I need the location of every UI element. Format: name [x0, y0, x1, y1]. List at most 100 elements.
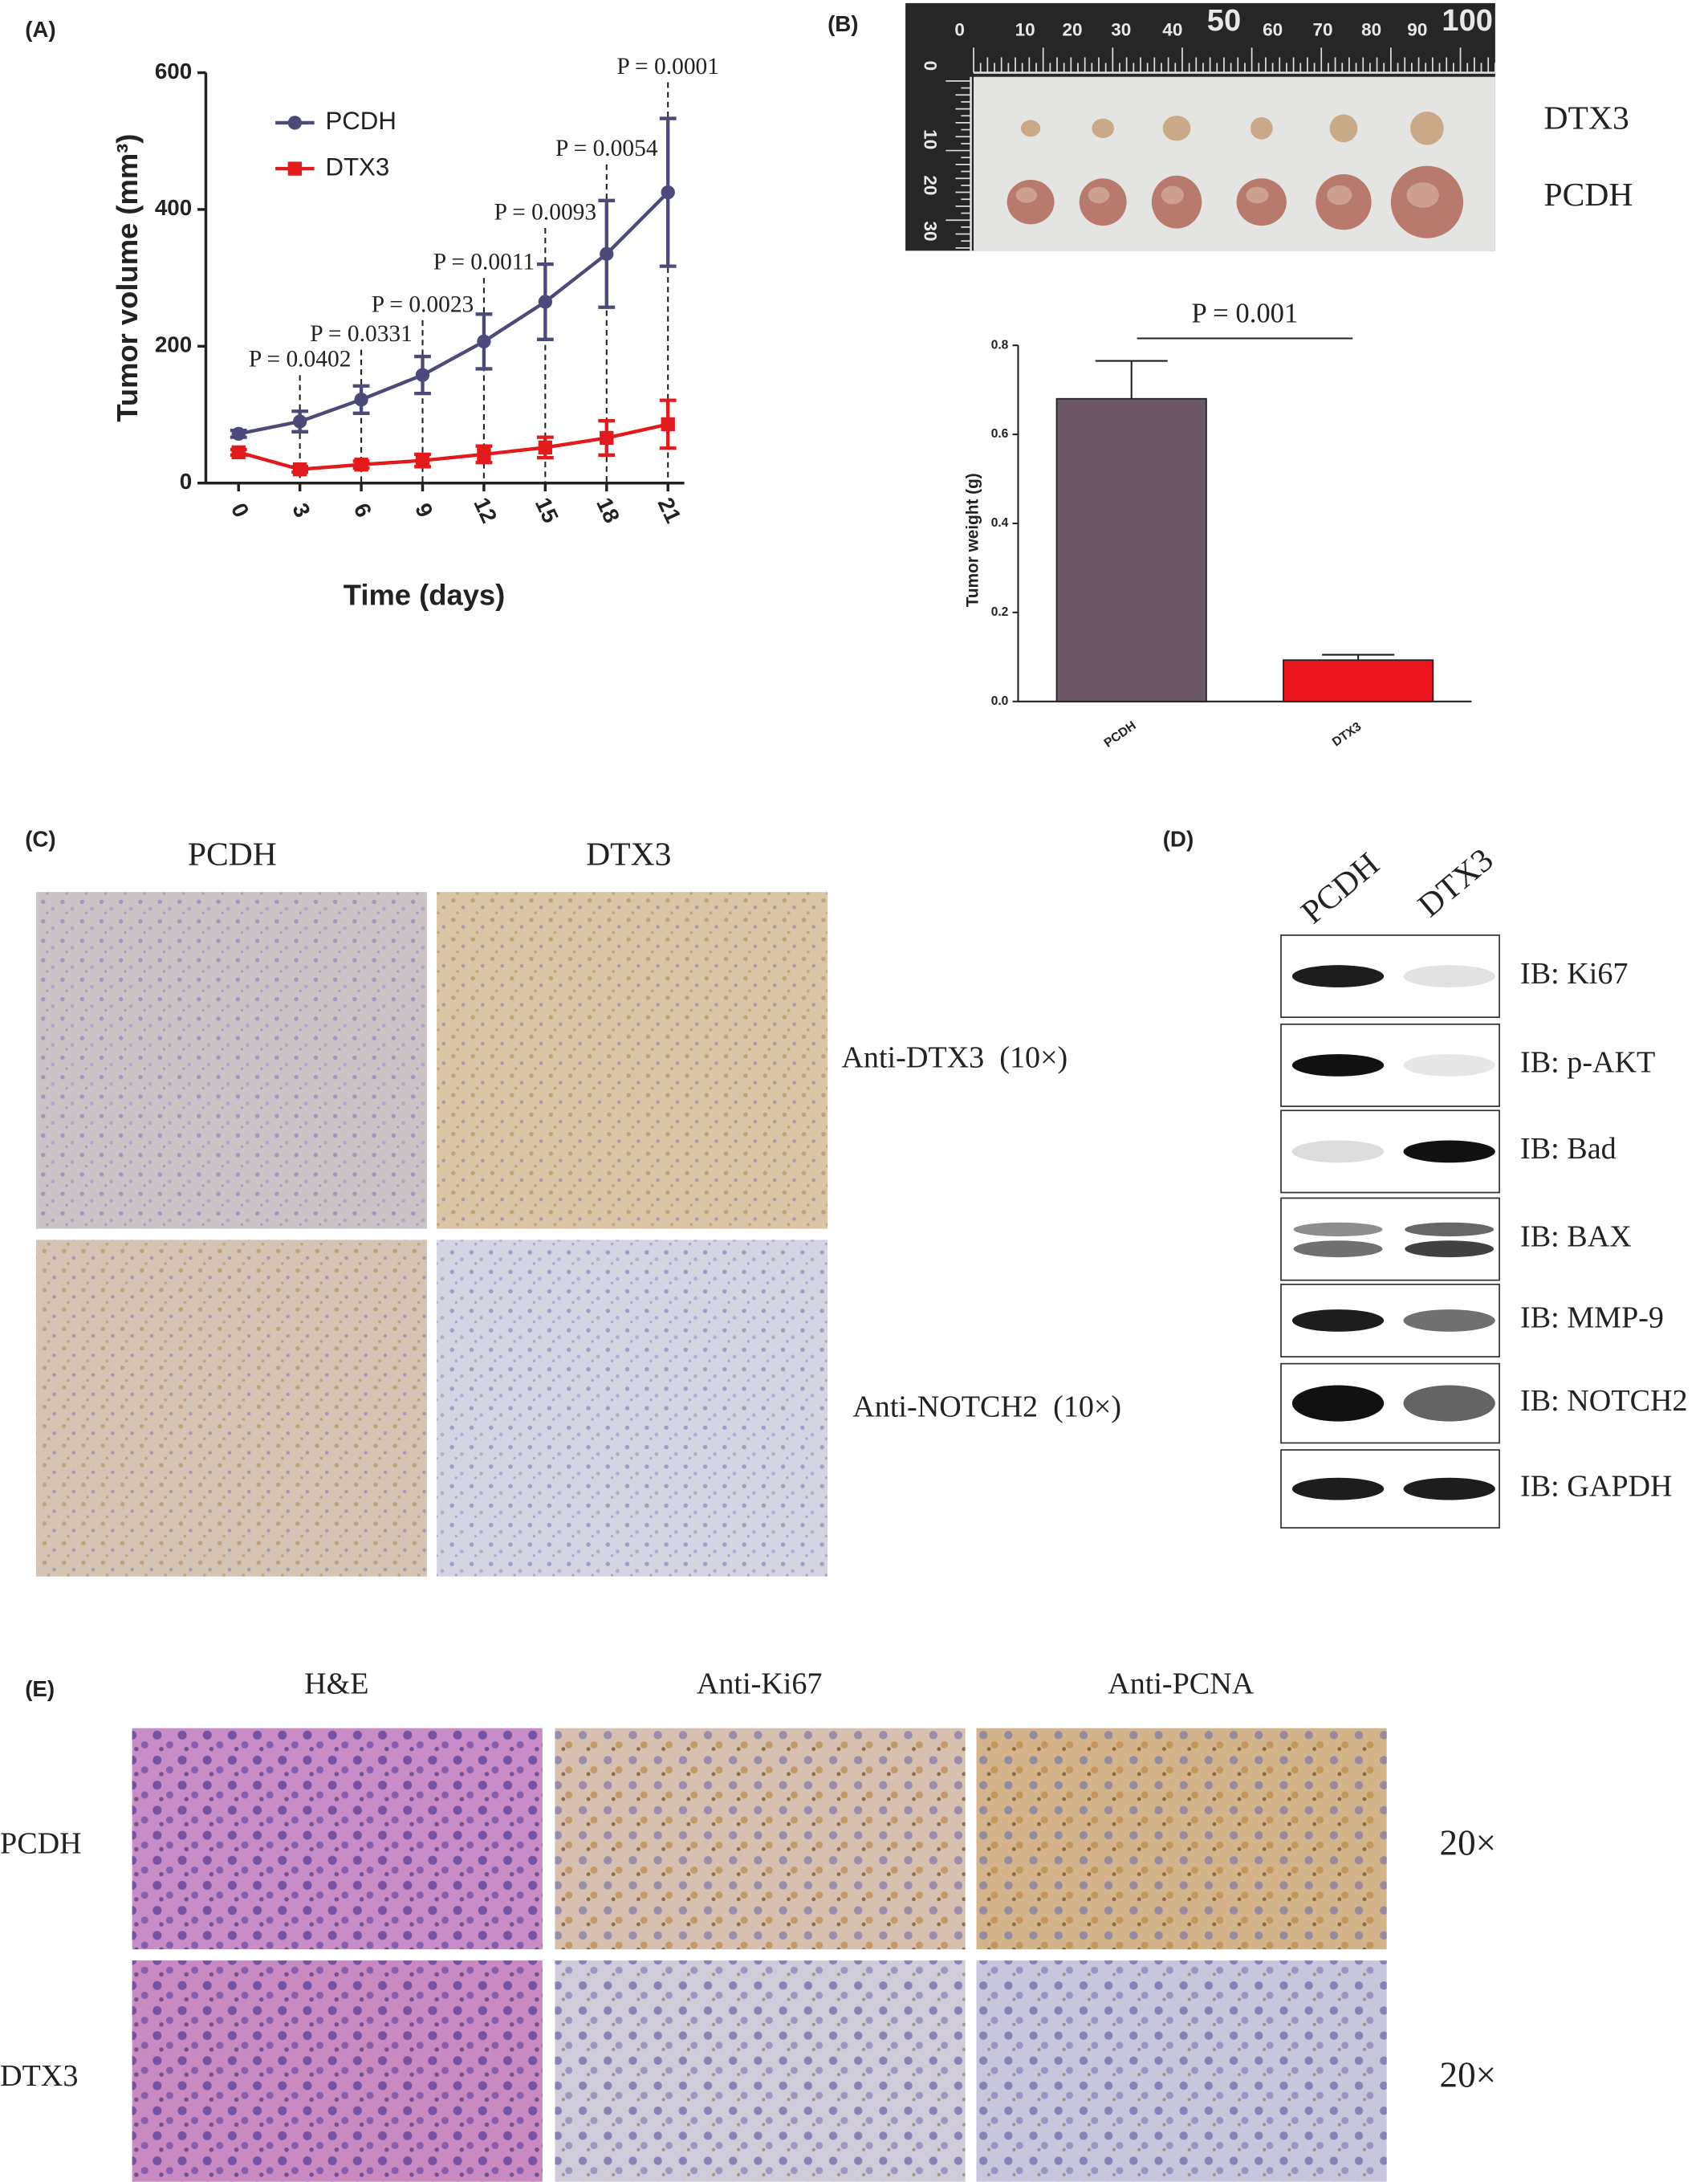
blot-band	[1403, 965, 1495, 987]
stain-column-label: H&E	[304, 1667, 368, 1700]
x-tick-label: 3	[287, 499, 315, 521]
point	[477, 447, 491, 462]
y-tick-label: 0	[180, 469, 192, 494]
blot-box	[1280, 934, 1500, 1019]
ruler-label: 0	[954, 19, 965, 39]
blot-band	[1291, 1054, 1385, 1077]
ihc-images	[36, 892, 828, 1577]
point	[661, 185, 675, 200]
legend-label: DTX3	[325, 153, 389, 181]
stain-column-label: Anti-Ki67	[697, 1667, 823, 1700]
tumor-highlight	[1406, 182, 1440, 208]
lane-label: DTX3	[1411, 841, 1500, 924]
stain-row-label: PCDH	[0, 1827, 82, 1861]
point	[292, 414, 307, 429]
ihc-texture	[36, 1240, 428, 1577]
ruler-label: 40	[1162, 19, 1182, 39]
lane-label: PCDH	[1294, 845, 1386, 931]
tumor	[1092, 118, 1115, 138]
blot-band	[1403, 1477, 1495, 1500]
ruler-label: 0	[921, 61, 941, 71]
legend-label: PCDH	[325, 107, 396, 135]
ruler-label: 20	[921, 175, 941, 195]
point	[292, 462, 307, 477]
bar	[1055, 397, 1207, 702]
x-tick-label: 0	[226, 499, 254, 521]
blot-label: IB: GAPDH	[1520, 1469, 1673, 1503]
tumor	[1250, 116, 1273, 140]
x-tick-label: DTX3	[1330, 719, 1364, 749]
annotation: P = 0.0402	[249, 347, 352, 372]
ruler-label: 10	[1015, 19, 1035, 39]
legend-marker	[287, 116, 303, 130]
tumor-highlight	[1327, 185, 1352, 206]
y-tick-label: 600	[155, 59, 192, 83]
blot-band	[1403, 1385, 1495, 1422]
blot-band	[1291, 965, 1385, 987]
ruler-label: 70	[1312, 19, 1332, 39]
panel-label: (D)	[1163, 826, 1194, 851]
ruler-label: 30	[1111, 19, 1131, 39]
x-tick-label: 9	[410, 499, 438, 521]
stain-texture	[555, 1728, 966, 1950]
ruler-label: 60	[1263, 19, 1283, 39]
stain-texture	[976, 1960, 1387, 2182]
annotation: P = 0.0054	[555, 136, 658, 161]
y-tick-label: 0.6	[991, 427, 1009, 441]
y-tick-label: 0.0	[991, 694, 1009, 708]
blot-label: IB: MMP-9	[1520, 1301, 1664, 1335]
annotation: P = 0.0011	[433, 250, 535, 275]
tumor-highlight	[1015, 187, 1038, 203]
error-bar	[1095, 360, 1168, 399]
tumor	[1410, 112, 1444, 145]
panel-label: (C)	[25, 826, 55, 851]
blot-label: IB: NOTCH2	[1520, 1384, 1688, 1418]
y-axis-label: Tumor weight (g)	[964, 473, 982, 607]
blot-band	[1291, 1385, 1385, 1422]
ihc-texture	[437, 1240, 828, 1577]
x-tick-label: 15	[531, 494, 563, 527]
x-axis-label: Time (days)	[344, 578, 505, 611]
point	[661, 417, 675, 432]
x-tick-label: 18	[592, 494, 624, 527]
blot-label: IB: BAX	[1520, 1219, 1632, 1253]
ihc-column-label: DTX3	[586, 835, 671, 872]
blot-label: IB: p-AKT	[1520, 1046, 1655, 1080]
point	[231, 426, 246, 442]
blot-band	[1403, 1054, 1495, 1077]
ruler-label: 90	[1407, 19, 1427, 39]
ruler-label: 100	[1442, 3, 1493, 38]
tumor	[1329, 114, 1358, 143]
blot-band	[1291, 1309, 1385, 1332]
ruler: 0 10 20 30	[921, 61, 971, 249]
stain-texture	[555, 1960, 966, 2182]
blot-label: IB: Ki67	[1520, 957, 1628, 991]
point	[538, 440, 553, 455]
blot-band	[1403, 1140, 1495, 1163]
point	[415, 453, 430, 468]
x-tick-label: 12	[469, 494, 502, 527]
ruler-label: 50	[1207, 3, 1241, 38]
ihc-row-label: Anti-NOTCH2 (10×)	[852, 1390, 1121, 1424]
point	[354, 393, 368, 407]
x-tick-label: 6	[349, 499, 377, 521]
annotation: P = 0.0093	[494, 199, 597, 225]
bar	[1283, 659, 1434, 702]
stain-texture	[132, 1960, 543, 2182]
point	[538, 295, 553, 309]
x-tick-label: PCDH	[1102, 719, 1139, 750]
tumor	[1020, 120, 1041, 137]
point	[415, 368, 430, 382]
blot-band	[1291, 1140, 1385, 1163]
error-bar	[1322, 653, 1395, 661]
blot-band	[1291, 1477, 1385, 1500]
annotation: P = 0.0001	[616, 54, 719, 79]
ihc-texture	[36, 892, 428, 1229]
point	[354, 458, 368, 472]
point	[600, 246, 614, 261]
tumor	[1162, 116, 1191, 141]
y-axis-label: Tumor volume (mm³)	[111, 134, 144, 422]
photo-row-label: PCDH	[1544, 176, 1633, 213]
